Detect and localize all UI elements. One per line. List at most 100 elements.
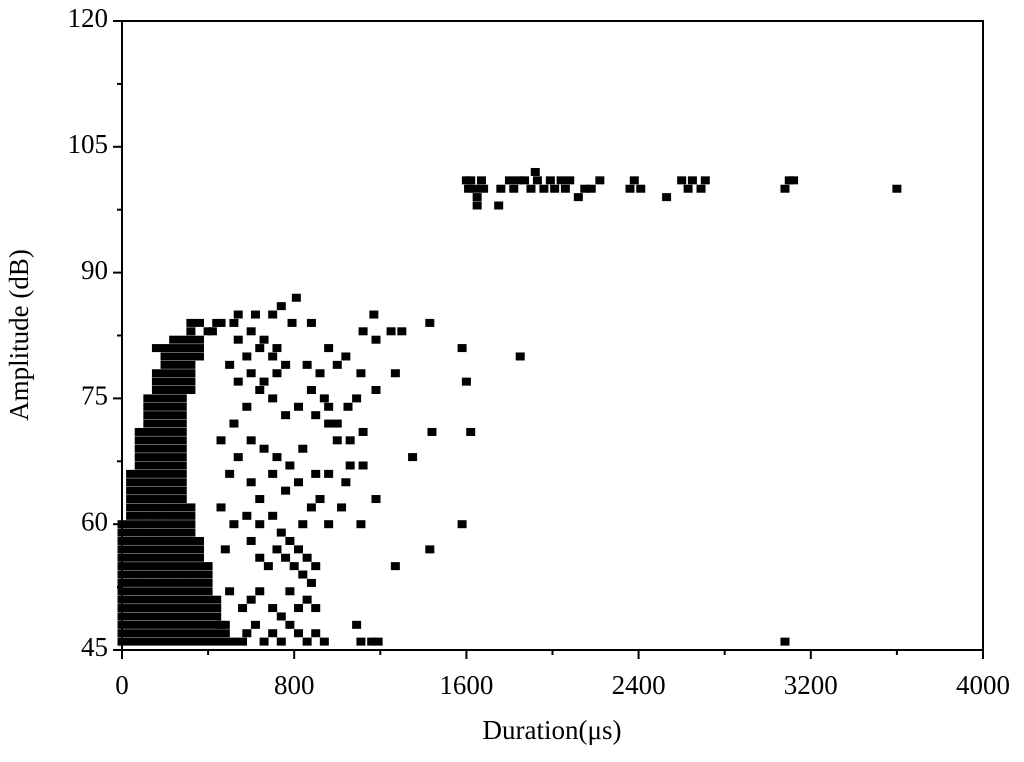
point — [207, 327, 217, 336]
point — [358, 461, 368, 470]
point — [134, 629, 144, 638]
point — [160, 503, 170, 512]
point — [186, 604, 196, 613]
point — [186, 386, 196, 395]
point — [513, 176, 523, 185]
point — [151, 427, 161, 436]
point — [134, 469, 144, 478]
point — [306, 318, 316, 327]
point — [169, 629, 179, 638]
point — [143, 545, 153, 554]
point — [177, 344, 187, 353]
point — [298, 570, 308, 579]
point — [169, 595, 179, 604]
point — [160, 637, 170, 646]
point — [169, 578, 179, 587]
point — [151, 495, 161, 504]
point — [216, 436, 226, 445]
point — [294, 629, 304, 638]
point — [134, 587, 144, 596]
point — [306, 503, 316, 512]
point — [160, 587, 170, 596]
point — [276, 302, 286, 311]
point — [134, 486, 144, 495]
point — [143, 427, 153, 436]
point — [151, 612, 161, 621]
point — [494, 201, 504, 210]
point — [134, 520, 144, 529]
point — [225, 469, 235, 478]
point — [177, 394, 187, 403]
point — [151, 511, 161, 520]
point — [203, 612, 213, 621]
point — [143, 495, 153, 504]
point — [151, 637, 161, 646]
point — [177, 612, 187, 621]
point — [352, 394, 362, 403]
point — [472, 193, 482, 202]
point — [272, 453, 282, 462]
point — [151, 562, 161, 571]
point — [194, 595, 204, 604]
point — [302, 637, 312, 646]
point — [390, 562, 400, 571]
point — [169, 352, 179, 361]
point — [194, 578, 204, 587]
point — [143, 478, 153, 487]
point — [169, 503, 179, 512]
point — [302, 595, 312, 604]
point — [169, 536, 179, 545]
point — [126, 637, 136, 646]
point — [134, 511, 144, 520]
point — [169, 545, 179, 554]
point — [169, 427, 179, 436]
point — [220, 629, 230, 638]
point — [169, 453, 179, 462]
point — [151, 553, 161, 562]
point — [332, 360, 342, 369]
point — [177, 469, 187, 478]
point — [662, 193, 672, 202]
point — [194, 612, 204, 621]
point — [352, 620, 362, 629]
point — [298, 520, 308, 529]
point — [186, 620, 196, 629]
point — [151, 344, 161, 353]
point — [134, 578, 144, 587]
point — [169, 386, 179, 395]
point — [341, 352, 351, 361]
point — [126, 587, 136, 596]
point — [177, 604, 187, 613]
point — [177, 503, 187, 512]
point — [151, 478, 161, 487]
point — [194, 562, 204, 571]
point — [246, 536, 256, 545]
point — [255, 495, 265, 504]
point — [160, 604, 170, 613]
point — [186, 570, 196, 579]
point — [194, 620, 204, 629]
point — [151, 536, 161, 545]
point — [311, 469, 321, 478]
point — [126, 612, 136, 621]
point — [151, 528, 161, 537]
point — [134, 536, 144, 545]
point — [134, 595, 144, 604]
point — [177, 478, 187, 487]
point — [151, 604, 161, 613]
point — [160, 486, 170, 495]
point — [780, 637, 790, 646]
point — [177, 620, 187, 629]
point — [285, 536, 295, 545]
point — [134, 604, 144, 613]
point — [151, 444, 161, 453]
point — [160, 536, 170, 545]
point — [332, 419, 342, 428]
point — [526, 184, 536, 193]
point — [134, 453, 144, 462]
point — [177, 587, 187, 596]
point — [143, 511, 153, 520]
point — [291, 293, 301, 302]
point — [169, 411, 179, 420]
